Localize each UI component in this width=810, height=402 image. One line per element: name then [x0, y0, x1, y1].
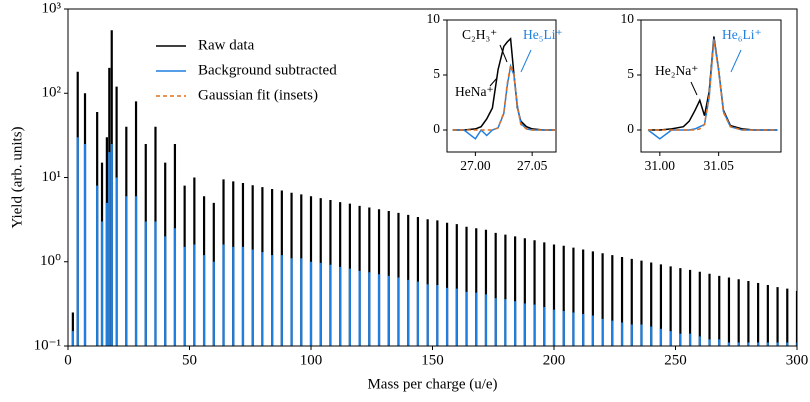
y-tick-label: 10⁰ — [40, 253, 61, 269]
annotation: C₂H₃⁺ — [462, 27, 497, 42]
x-tick-label: 0 — [64, 352, 72, 368]
x-tick-label: 27.05 — [517, 158, 548, 173]
series-line — [648, 39, 778, 131]
x-tick-label: 27.00 — [460, 158, 491, 173]
y-tick-label: 10 — [621, 11, 635, 26]
x-tick-label: 31.05 — [703, 158, 734, 173]
y-tick-label: 0 — [433, 121, 440, 136]
annotation-pointer — [730, 49, 742, 73]
x-tick-label: 150 — [421, 352, 444, 368]
legend-label: Background subtracted — [198, 62, 337, 78]
y-tick-label: 5 — [627, 66, 634, 81]
annotation-pointer — [499, 44, 508, 63]
annotation-pointer — [520, 49, 532, 73]
x-tick-label: 31.00 — [645, 158, 676, 173]
y-tick-label: 10 — [427, 11, 441, 26]
annotation-pointer — [690, 81, 698, 96]
legend-label: Raw data — [198, 37, 255, 53]
y-tick-label: 10¹ — [42, 169, 62, 185]
x-tick-label: 50 — [182, 352, 197, 368]
y-tick-label: 10³ — [42, 0, 62, 16]
annotation: HeNa⁺ — [455, 84, 494, 99]
x-tick-label: 200 — [543, 352, 566, 368]
x-tick-label: 250 — [664, 352, 687, 368]
legend-label: Gaussian fit (insets) — [198, 87, 318, 103]
y-tick-label: 5 — [433, 66, 440, 81]
axes-frame — [446, 19, 557, 153]
series-line — [452, 63, 555, 140]
annotation-pointer — [489, 77, 498, 87]
annotation: He₆Li⁺ — [722, 27, 762, 42]
annotation: He₂Na⁺ — [655, 63, 698, 78]
series-line — [452, 62, 555, 131]
y-axis-label: Yield (arb. units) — [9, 126, 25, 228]
axes-frame — [640, 19, 782, 153]
series-line — [452, 37, 555, 131]
y-tick-label: 0 — [627, 121, 634, 136]
y-tick-label: 10⁻¹ — [34, 337, 61, 353]
annotation: He₅Li⁺ — [523, 27, 563, 42]
series-line — [648, 36, 778, 131]
y-tick-label: 10² — [42, 85, 62, 101]
x-tick-label: 300 — [786, 352, 809, 368]
x-tick-label: 100 — [300, 352, 323, 368]
x-axis-label: Mass per charge (u/e) — [367, 376, 497, 392]
